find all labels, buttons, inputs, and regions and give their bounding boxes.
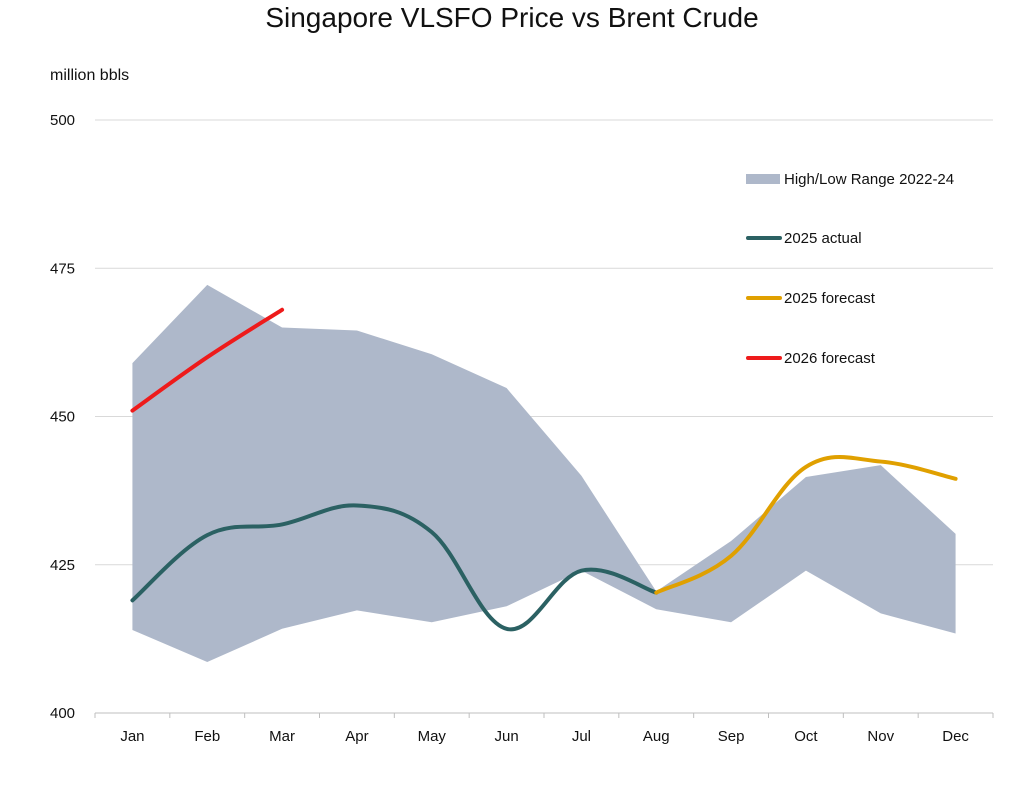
x-tick-label: Jul (572, 728, 591, 745)
x-tick-label: Feb (194, 728, 220, 745)
legend-label-series: 2026 forecast (784, 350, 876, 367)
y-tick-label: 500 (50, 112, 75, 129)
y-tick-labels: 400 425 450 475 500 (50, 112, 75, 722)
x-tick-label: Oct (794, 728, 818, 745)
legend-label-series: 2025 actual (784, 230, 862, 247)
series-line-2025-forecast (654, 455, 958, 595)
x-tick-label: Apr (345, 728, 368, 745)
y-tick-label: 400 (50, 705, 75, 722)
x-tick-label: Dec (942, 728, 969, 745)
y-tick-label: 450 (50, 409, 75, 426)
legend-label-range-band: High/Low Range 2022-24 (784, 171, 954, 188)
y-tick-label: 425 (50, 557, 75, 574)
x-tick-label: Aug (643, 728, 670, 745)
legend: High/Low Range 2022-24 2025 actual 2025 fo… (746, 171, 954, 367)
x-tick-label: Jun (494, 728, 518, 745)
x-tick-label: Jan (120, 728, 144, 745)
x-tick-label: Nov (867, 728, 894, 745)
x-tick-label: May (418, 728, 447, 745)
series-layer (130, 307, 958, 632)
legend-label-series: 2025 forecast (784, 290, 876, 307)
x-tick-label: Sep (718, 728, 745, 745)
chart-title: Singapore VLSFO Price vs Brent Crude (265, 2, 759, 33)
legend-swatch-range-band (746, 174, 780, 184)
x-tick-label: Mar (269, 728, 295, 745)
series-line-2025-actual (130, 503, 659, 632)
y-tick-label: 475 (50, 260, 75, 277)
series-line-2026-forecast (130, 307, 285, 413)
x-axis (94, 712, 994, 718)
range-band-area (132, 284, 956, 663)
y-axis-unit-label: million bbls (50, 67, 130, 84)
range-band-layer (132, 284, 956, 663)
x-tick-labels: Jan Feb Mar Apr May Jun Jul Aug Sep Oct Nov Dec (120, 728, 969, 745)
